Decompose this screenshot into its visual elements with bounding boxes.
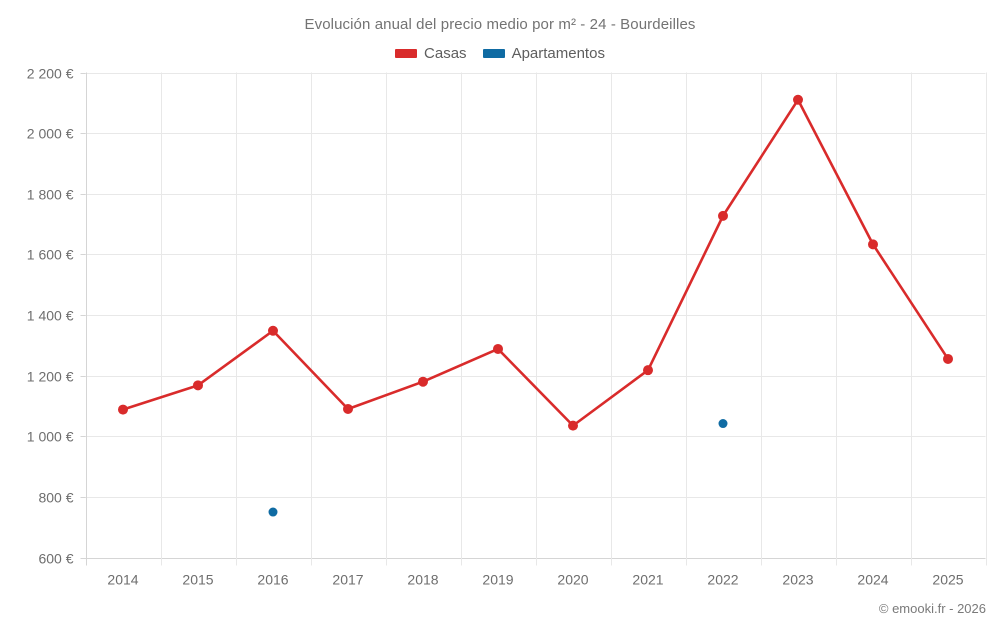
y-axis-label: 600 € [38,551,73,567]
series-line-casas [121,98,950,427]
data-point-casas-2021[interactable]: 2021 — Casas: 1218 € [643,365,653,376]
data-point-casas-2019[interactable]: 2019 — Casas: 1288 € [493,343,503,354]
y-axis-label: 1 400 € [27,308,74,324]
data-point-apartamentos-2022[interactable]: 2022 — Apartamentos: 1042 € [718,419,728,429]
y-axis-label: 1 200 € [27,369,74,385]
x-axis-label: 2022 [707,572,738,588]
legend-label-casas: Casas [424,45,467,62]
data-point-casas-2025[interactable]: 2025 — Casas: 1255 € [943,353,953,364]
data-point-casas-2024[interactable]: 2024 — Casas: 1633 € [868,239,878,250]
data-point-casas-2022[interactable]: 2022 — Casas: 1727 € [718,210,728,221]
x-axis-label: 2015 [182,572,213,588]
footer-credit: © emooki.fr - 2026 [878,601,986,616]
y-axis-label: 1 800 € [27,187,74,203]
data-point-casas-2015[interactable]: 2015 — Casas: 1168 € [193,380,203,391]
legend-label-apartamentos: Apartamentos [511,45,605,62]
x-axis-label: 2016 [257,572,288,588]
data-point-casas-2018[interactable]: 2018 — Casas: 1180 € [418,376,428,387]
x-axis-label: 2025 [932,572,963,588]
y-axis-label: 800 € [38,490,73,506]
x-axis-label: 2021 [632,572,663,588]
data-point-apartamentos-2016[interactable]: 2016 — Apartamentos: 750 € [268,507,278,517]
chart-title: Evolución anual del precio medio por m² … [304,16,696,33]
x-axis-label: 2014 [107,572,138,588]
legend-swatch-apartamentos [482,49,505,58]
x-axis-label: 2020 [557,572,588,588]
chart-legend: Casas Apartamentos [0,45,1000,62]
y-axis-label: 2 200 € [27,66,74,82]
legend-item-casas[interactable]: Casas [395,45,467,62]
y-axis-label: 1 600 € [27,247,74,263]
data-point-casas-2014[interactable]: 2014 — Casas: 1088 € [118,404,128,415]
legend-item-apartamentos[interactable]: Apartamentos [482,45,605,62]
x-axis-label: 2018 [407,572,438,588]
y-axis-label: 2 000 € [27,126,74,142]
legend-swatch-casas [395,49,418,58]
y-axis-label: 1 000 € [27,429,74,445]
x-axis-label: 2019 [482,572,513,588]
data-point-casas-2016[interactable]: 2016 — Casas: 1348 € [268,325,278,336]
data-point-casas-2020[interactable]: 2020 — Casas: 1035 € [568,420,578,431]
x-axis-label: 2023 [782,572,813,588]
data-point-casas-2017[interactable]: 2017 — Casas: 1090 € [343,403,353,414]
x-axis-label: 2017 [332,572,363,588]
data-point-casas-2023[interactable]: 2023 — Casas: 2110 € [793,94,803,105]
x-axis-label: 2024 [857,572,888,588]
